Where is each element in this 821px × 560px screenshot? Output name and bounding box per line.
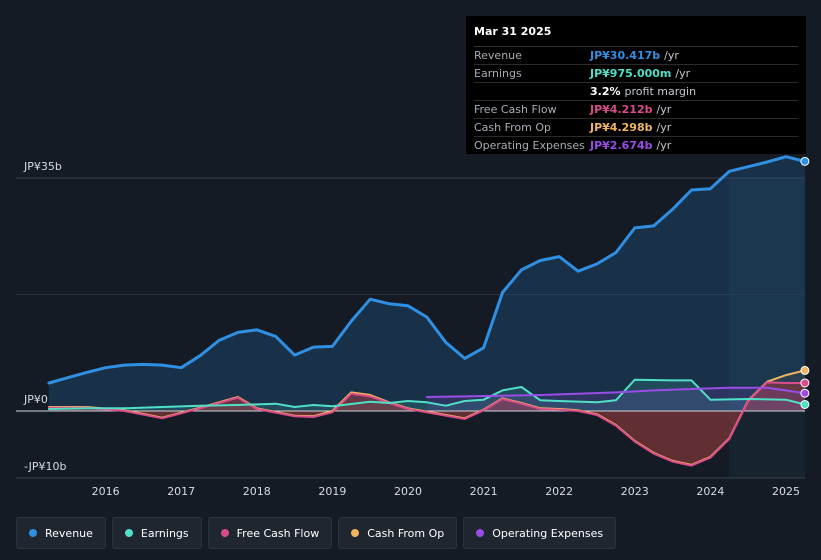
legend-item-earnings[interactable]: Earnings [111, 517, 202, 549]
line-revenue [47, 155, 807, 385]
x-tick-label: 2024 [696, 485, 724, 498]
line-free-cash-flow [47, 381, 806, 467]
x-tick-label: 2018 [243, 485, 271, 498]
legend-label: Operating Expenses [492, 526, 604, 540]
x-tick-label: 2020 [394, 485, 422, 498]
legend-label: Free Cash Flow [236, 526, 320, 540]
tooltip-label [474, 83, 590, 100]
y-axis-label: JP¥35b [23, 160, 62, 173]
tooltip-unit: /yr [664, 49, 679, 62]
legend-dot-icon [29, 529, 37, 537]
legend-label: Earnings [140, 526, 189, 540]
legend-label: Revenue [45, 526, 93, 540]
end-marker-free-cash-flow [800, 378, 810, 388]
x-tick-label: 2025 [772, 485, 800, 498]
tooltip-value: JP¥30.417b [590, 49, 661, 62]
forecast-band [729, 178, 805, 478]
tooltip-value: 3.2% [590, 85, 621, 98]
x-tick-label: 2019 [318, 485, 346, 498]
legend-dot-icon [124, 529, 133, 537]
area-cash-from-op [48, 370, 805, 465]
tooltip-row-earnings: Earnings JP¥975.000m /yr [474, 65, 798, 83]
x-tick-label: 2022 [545, 485, 573, 498]
tooltip-label: Cash From Op [474, 121, 552, 134]
x-tick-label: 2017 [167, 485, 195, 498]
x-tick-label: 2016 [92, 485, 120, 498]
chart-canvas: JP¥35b JP¥0 -JP¥10b 2016 2017 2018 2019 2020 202… [16, 155, 810, 498]
legend-item-cash-from-op[interactable]: Cash From Op [338, 517, 458, 549]
x-tick-label: 2023 [621, 485, 649, 498]
tooltip-label: Earnings [474, 67, 522, 80]
tooltip-row-cash-from-op: Cash From Op JP¥4.298b /yr [474, 119, 798, 137]
tooltip-label: Free Cash Flow [474, 103, 557, 116]
area-free-cash-flow [48, 382, 805, 466]
tooltip-row-profit-margin: 3.2% profit margin [474, 83, 798, 101]
legend-dot-icon [476, 529, 485, 537]
tooltip-date: Mar 31 2025 [474, 24, 798, 47]
tooltip-row-free-cash-flow: Free Cash Flow JP¥4.212b /yr [474, 101, 798, 119]
legend-item-free-cash-flow[interactable]: Free Cash Flow [207, 517, 333, 549]
tooltip-label: Operating Expenses [474, 139, 585, 152]
tooltip-row-revenue: Revenue JP¥30.417b /yr [474, 47, 798, 65]
end-marker-revenue [800, 156, 810, 166]
legend-label: Cash From Op [367, 526, 445, 540]
legend-item-operating-expenses[interactable]: Operating Expenses [463, 517, 617, 549]
tooltip-unit: /yr [656, 139, 672, 152]
tooltip-value: JP¥975.000m [590, 67, 672, 80]
line-operating-expenses [425, 386, 806, 398]
legend-dot-icon [220, 529, 229, 537]
tooltip-value: JP¥4.298b [590, 121, 653, 134]
tooltip-label: Revenue [474, 49, 522, 62]
x-tick-label: 2021 [470, 485, 498, 498]
tooltip-unit: /yr [656, 103, 672, 116]
area-revenue [48, 156, 805, 411]
tooltip-row-operating-expenses: Operating Expenses JP¥2.674b /yr [474, 137, 798, 154]
tooltip-unit: profit margin [624, 85, 697, 98]
end-marker-earnings [800, 399, 810, 409]
tooltip-unit: /yr [656, 121, 672, 134]
tooltip: Mar 31 2025 Revenue JP¥30.417b /yr Earni… [466, 16, 806, 154]
tooltip-value: JP¥2.674b [590, 139, 653, 152]
tooltip-value: JP¥4.212b [590, 103, 653, 116]
end-marker-cash-from-op [800, 365, 810, 375]
end-marker-operating-expenses [800, 388, 810, 398]
legend: Revenue Earnings Free Cash Flow Cash Fro… [16, 517, 617, 549]
legend-dot-icon [351, 529, 360, 537]
y-axis-label: JP¥0 [23, 393, 48, 406]
area-earnings [48, 379, 805, 411]
line-earnings [47, 378, 806, 410]
y-axis-label: -JP¥10b [24, 460, 66, 473]
legend-item-revenue[interactable]: Revenue [16, 517, 106, 549]
tooltip-unit: /yr [675, 67, 691, 80]
